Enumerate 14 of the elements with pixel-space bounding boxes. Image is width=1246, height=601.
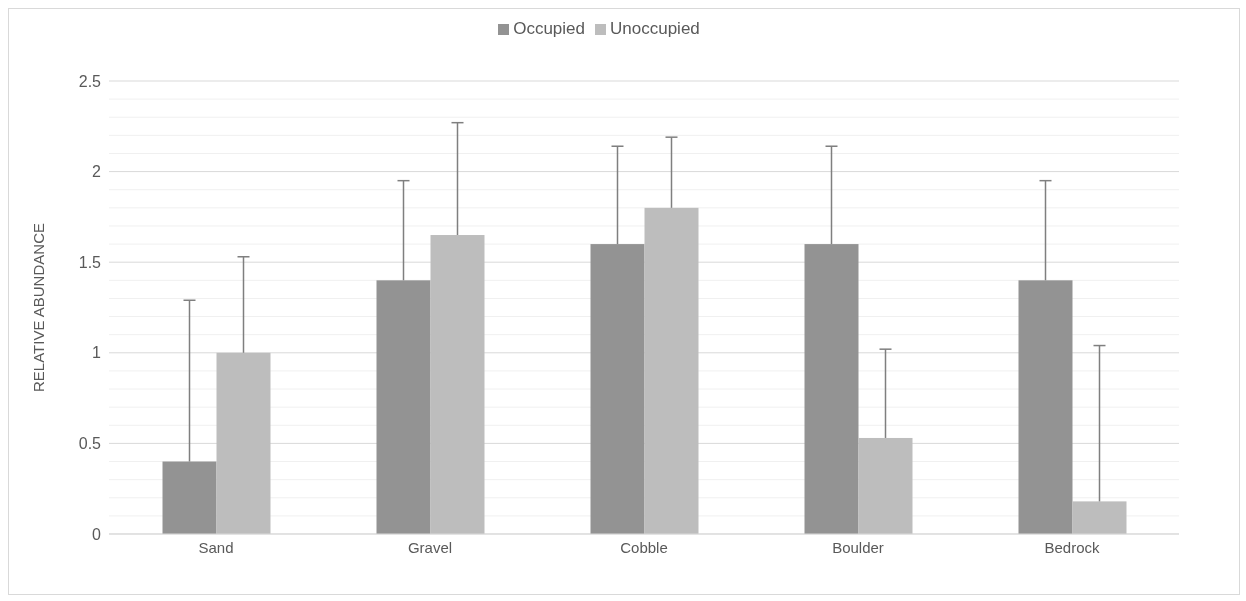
x-tick-label: Gravel xyxy=(407,538,453,556)
y-tick-label: 1 xyxy=(92,344,102,362)
legend-label: Unoccupied xyxy=(610,19,700,38)
y-tick-label: 0 xyxy=(92,525,102,543)
x-tick-label: Sand xyxy=(198,538,234,556)
x-tick-label: Cobble xyxy=(620,538,668,556)
legend-label: Occupied xyxy=(513,19,586,38)
x-tick-label: Boulder xyxy=(832,538,884,556)
y-tick-label: 2.5 xyxy=(78,72,102,90)
y-tick-label: 1.5 xyxy=(78,253,102,271)
x-tick-label: Bedrock xyxy=(1044,538,1101,556)
y-tick-label: 2 xyxy=(92,163,102,181)
y-axis-title: RELATIVE ABUNDANCE xyxy=(30,223,48,392)
y-tick-label: 0.5 xyxy=(78,435,102,453)
